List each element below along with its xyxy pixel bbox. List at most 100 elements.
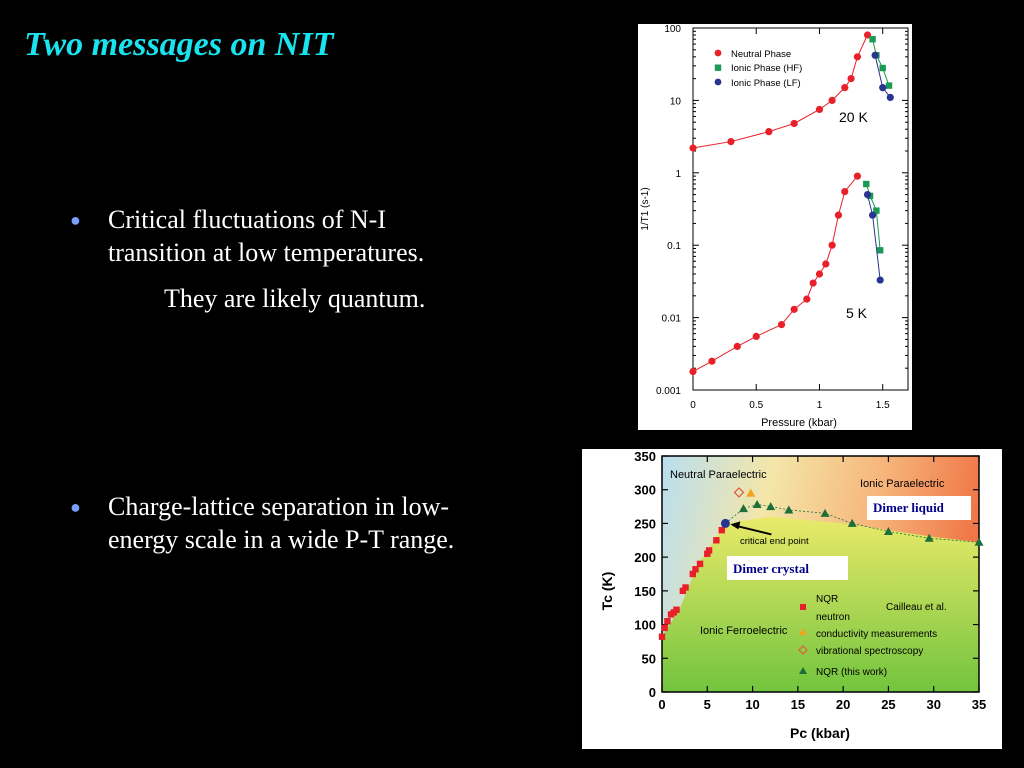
data-point: [718, 526, 725, 534]
data-point: [885, 82, 893, 89]
data-point: [820, 508, 830, 517]
series-line: [692, 34, 868, 149]
data-point: [727, 137, 735, 146]
x-tick-label: 0: [690, 400, 696, 411]
x-tick-label: 15: [791, 697, 805, 712]
dimer-liquid-callout: Dimer liquid: [867, 496, 971, 520]
series-line: [872, 39, 890, 86]
phase-diagram-panel: 0 50 100 150 200 250 300 350 0 5 10 15 20 25 30 35 Neut…: [582, 449, 1002, 749]
data-point: [682, 584, 689, 591]
series-conductivity-measurements: [746, 488, 756, 497]
data-point: [863, 180, 870, 188]
series-ionic-phase-lf--20k: [871, 51, 894, 102]
data-point: [847, 518, 857, 527]
x-tick-label: 0.5: [749, 400, 763, 411]
x-tick-label: 20: [836, 697, 850, 712]
legend-label-neutral: Neutral Phase: [731, 49, 791, 60]
data-point: [863, 31, 872, 39]
data-point: [765, 128, 773, 136]
region-labels: Neutral Paraelectric Ionic Paraelectric …: [670, 469, 945, 637]
data-point: [803, 295, 811, 303]
series-line: [867, 194, 881, 281]
legend: Neutral Phase Ionic Phase (HF) Ionic Pha…: [714, 49, 802, 89]
data-point: [924, 533, 934, 542]
dimer-liquid-label: Dimer liquid: [873, 500, 945, 515]
data-point: [876, 276, 884, 284]
data-point: [661, 624, 668, 632]
y-tick-label: 0.1: [667, 241, 681, 252]
data-point: [689, 367, 697, 376]
legend: NQR neutron conductivity measurements vi…: [798, 594, 937, 678]
data-point: [766, 502, 776, 511]
annotation-20k: 20 K: [839, 109, 868, 125]
legend-label-nqr: NQR: [816, 594, 838, 605]
y-tick-label: 100: [634, 618, 656, 633]
region-label-ionic-paraelectric: Ionic Paraelectric: [860, 478, 945, 490]
relaxation-rate-chart-panel: 0.001 0.01 0.1 1 10 100 0 0.5 1 1.5 Pressure (kba…: [638, 24, 912, 430]
data-point: [790, 305, 798, 313]
annotation-5k: 5 K: [846, 305, 868, 321]
legend-label-ionic-lf: Ionic Phase (LF): [731, 78, 801, 89]
legend-marker-nqr-this-work: [799, 667, 807, 674]
bullet-line: energy scale in a wide P-T range.: [108, 525, 455, 555]
dimer-crystal-label: Dimer crystal: [733, 561, 809, 576]
bullet-dot: ●: [70, 497, 81, 517]
data-point: [869, 36, 876, 43]
data-point: [853, 53, 862, 61]
data-point: [708, 357, 716, 365]
y-tick-label: 50: [642, 651, 656, 666]
bullet-line: Critical fluctuations of N-I: [108, 205, 386, 234]
phase-boundary-line: [725, 504, 980, 543]
data-point: [664, 618, 671, 625]
y-tick-label: 0.001: [656, 386, 681, 397]
legend-marker-ionic-lf: [714, 78, 722, 86]
y-tick-label: 250: [634, 516, 656, 531]
bullet-line: Charge-lattice separation in low-: [108, 492, 450, 521]
series-neutral-phase-20k: [689, 31, 872, 152]
data-point: [733, 487, 745, 498]
bullet-sub-text: They are likely quantum.: [164, 283, 426, 313]
critical-end-point-arrowhead: [730, 521, 741, 530]
data-point: [658, 633, 666, 640]
region-label-neutral-paraelectric: Neutral Paraelectric: [670, 469, 767, 481]
data-point: [696, 560, 704, 568]
data-point: [828, 241, 836, 249]
data-point: [879, 64, 886, 72]
y-tick-label: 0.01: [662, 314, 682, 325]
y-tick-label: 150: [634, 584, 656, 599]
data-point: [739, 504, 749, 513]
series-nqr-this-work-: [739, 500, 984, 546]
y-tick-label: 100: [664, 24, 681, 35]
data-point: [863, 190, 872, 199]
data-point: [834, 211, 843, 219]
data-point: [689, 570, 696, 578]
data-point: [871, 51, 879, 59]
legend-label-conductivity: conductivity measurements: [816, 629, 937, 640]
data-point: [679, 587, 687, 595]
dimer-crystal-callout: Dimer crystal: [727, 556, 848, 580]
critical-end-point-label: critical end point: [740, 536, 809, 547]
data-point: [883, 527, 893, 536]
data-point: [704, 550, 711, 557]
data-point: [692, 566, 699, 573]
series-neutral-phase-5k: [689, 172, 862, 376]
x-tick-label: 5: [704, 697, 711, 712]
legend-marker-neutral: [714, 49, 722, 57]
critical-end-point-marker: [720, 518, 730, 528]
data-point: [853, 172, 862, 180]
data-point: [868, 211, 877, 219]
slide-title: Two messages on NIT: [24, 26, 334, 63]
x-tick-label: 35: [972, 697, 986, 712]
bullet-charge-lattice: ● Charge-lattice separation in low- ener…: [70, 490, 570, 570]
y-tick-label: 200: [634, 550, 656, 565]
x-tick-label: 25: [881, 697, 895, 712]
data-point: [752, 332, 760, 340]
series-vibrational-spectroscopy: [733, 487, 745, 498]
data-point: [974, 537, 984, 546]
data-point: [784, 505, 794, 514]
data-point: [790, 119, 798, 128]
legend-label-ionic-hf: Ionic Phase (HF): [731, 63, 802, 74]
data-point: [841, 84, 849, 92]
legend-label-neutron: neutron: [816, 612, 850, 623]
legend-marker-nqr: [800, 604, 806, 610]
